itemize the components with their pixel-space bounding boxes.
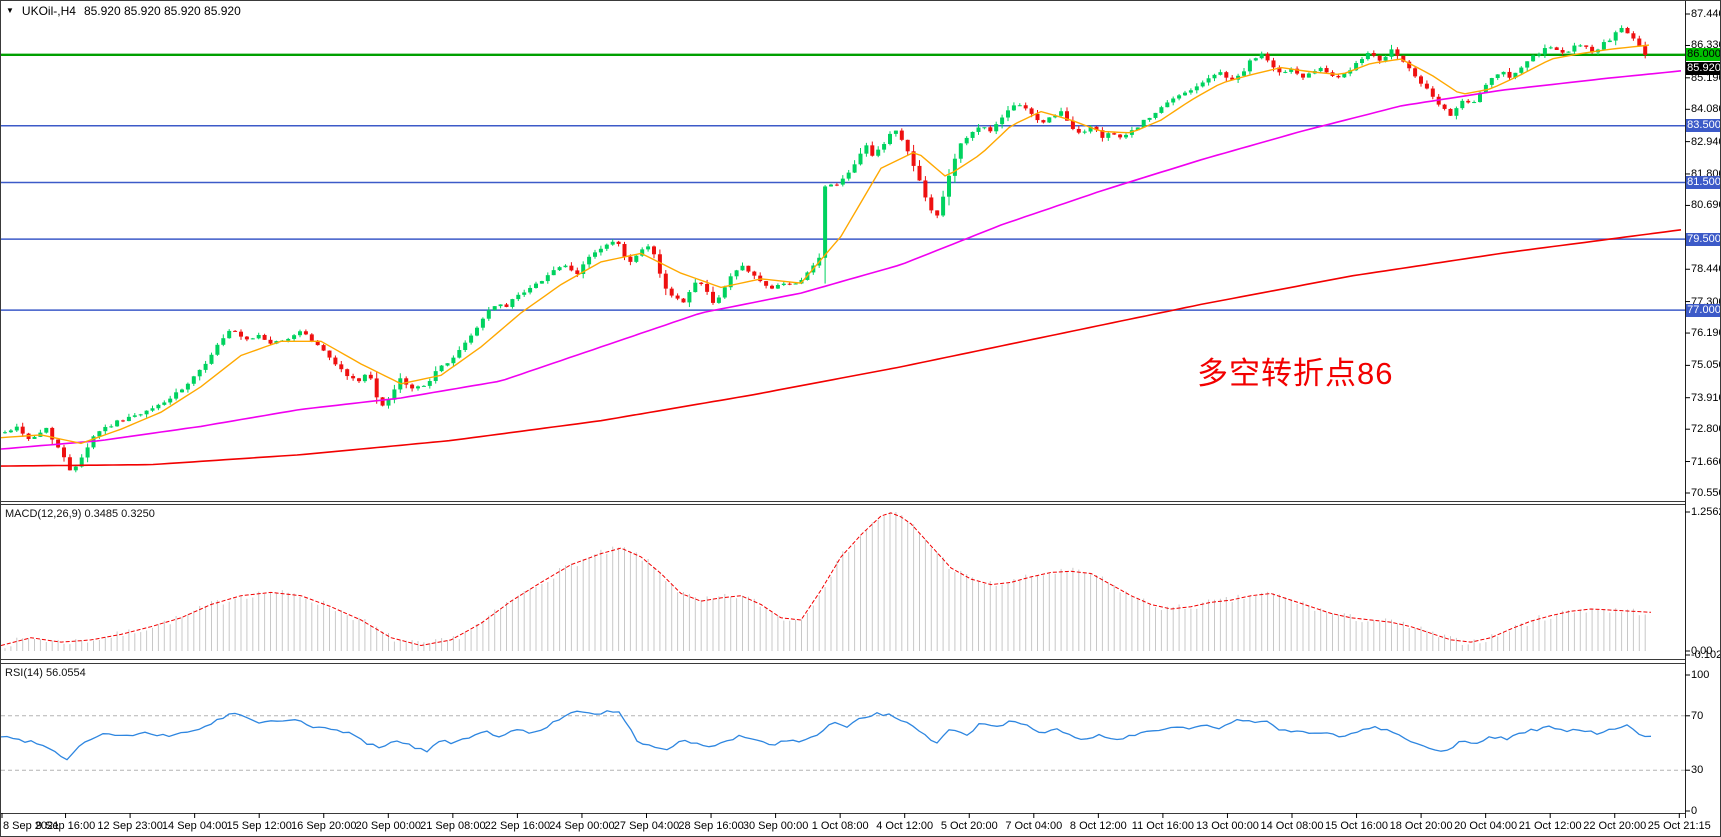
moving-averages	[1, 44, 1682, 467]
time-label: 12 Sep 23:00	[97, 820, 163, 832]
rsi-axis-label: 30	[1691, 764, 1704, 777]
time-label: 8 Sep 2021	[3, 820, 60, 832]
price-tick-label: 85.190	[1691, 71, 1720, 84]
time-label: 28 Sep 16:00	[678, 820, 744, 832]
price-tick-label: 76.190	[1691, 327, 1720, 340]
price-badge: 81.500	[1686, 175, 1721, 189]
price-badge: 79.500	[1686, 232, 1721, 246]
price-badge: 85.920	[1686, 61, 1721, 75]
price-badge: 83.500	[1686, 119, 1721, 133]
price-tick-label: 70.550	[1691, 487, 1720, 499]
macd-axis-label: -0.1023	[1691, 649, 1720, 661]
time-label: 24 Sep 00:00	[549, 820, 615, 832]
price-badge: 86.000	[1686, 48, 1721, 62]
time-label: 13 Oct 00:00	[1195, 820, 1259, 832]
time-label: 1 Oct 08:00	[811, 820, 869, 832]
rsi-levels	[1, 715, 1685, 771]
time-label: 14 Oct 08:00	[1260, 820, 1324, 832]
rsi-axis-label: 70	[1691, 709, 1704, 722]
price-badge: 77.000	[1686, 303, 1721, 317]
time-label: 20 Oct 04:00	[1454, 820, 1518, 832]
price-tick-label: 82.940	[1691, 135, 1720, 148]
chart-annotation: 多空转折点86	[1197, 356, 1394, 391]
symbol-timeframe-label: UKOil-,H4	[21, 4, 76, 18]
time-label: 7 Oct 04:00	[1005, 820, 1063, 832]
ohlc-quotes: 85.920 85.920 85.920 85.920	[83, 4, 241, 18]
price-tick-label: 84.080	[1691, 103, 1720, 116]
rsi-line	[1, 710, 1652, 761]
price-tick-label: 71.660	[1691, 455, 1720, 468]
axis-ticks	[1, 13, 1690, 818]
panel-frames	[1, 1, 1686, 818]
time-label: 15 Sep 12:00	[226, 820, 292, 832]
time-label: 21 Oct 12:00	[1518, 820, 1582, 832]
macd-indicator-label: MACD(12,26,9) 0.3485 0.3250	[5, 508, 155, 520]
time-label: 14 Sep 04:00	[161, 820, 228, 832]
time-label: 27 Sep 04:00	[613, 820, 680, 832]
time-label: 22 Sep 16:00	[484, 820, 551, 832]
price-tick-label: 72.800	[1691, 423, 1720, 436]
time-label: 16 Sep 20:00	[291, 820, 357, 832]
macd-axis-label: 0.00	[1691, 645, 1713, 657]
rsi-indicator-label: RSI(14) 56.0554	[5, 667, 86, 679]
symbol-dropdown-icon[interactable]: ▼	[6, 6, 14, 15]
candlesticks	[3, 25, 1648, 473]
time-label: 22 Oct 20:00	[1583, 820, 1647, 832]
time-label: 8 Oct 12:00	[1069, 820, 1127, 832]
macd-signal-line	[1, 512, 1652, 647]
time-label: 5 Oct 20:00	[940, 820, 998, 832]
time-label: 4 Oct 12:00	[876, 820, 934, 832]
time-label: 11 Oct 16:00	[1131, 820, 1194, 832]
price-tick-label: 73.910	[1691, 391, 1720, 404]
time-label: 21 Sep 08:00	[420, 820, 486, 832]
price-tick-label: 75.050	[1691, 359, 1720, 372]
time-label: 30 Sep 00:00	[742, 820, 809, 832]
rsi-axis-label: 100	[1691, 669, 1710, 681]
price-tick-label: 80.690	[1691, 199, 1720, 212]
time-label: 15 Oct 16:00	[1325, 820, 1389, 832]
chart-title: ▼ UKOil-,H4 85.920 85.920 85.920 85.920	[6, 4, 241, 18]
time-label: 25 Oct 21:15	[1647, 820, 1711, 832]
macd-histogram	[4, 512, 1646, 651]
macd-axis-label: 1.2562	[1691, 506, 1720, 518]
rsi-axis-label: 0	[1691, 805, 1698, 817]
time-label: 20 Sep 00:00	[355, 820, 422, 832]
time-label: 9 Sep 16:00	[35, 820, 96, 832]
price-tick-label: 78.440	[1691, 263, 1720, 276]
price-tick-label: 87.440	[1691, 8, 1720, 20]
time-label: 18 Oct 20:00	[1389, 820, 1453, 832]
